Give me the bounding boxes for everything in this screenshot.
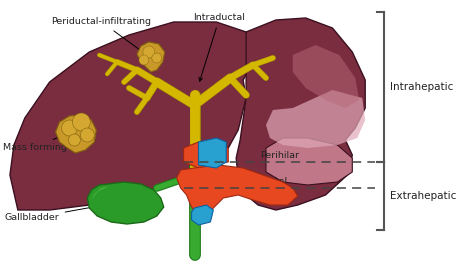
Text: Perihilar: Perihilar <box>260 151 299 160</box>
Circle shape <box>143 46 155 58</box>
Text: Periductal-infiltrating: Periductal-infiltrating <box>52 18 152 53</box>
Polygon shape <box>137 42 165 72</box>
Text: Gallbladder: Gallbladder <box>5 205 100 222</box>
Polygon shape <box>199 138 226 168</box>
Text: Extrahepatic: Extrahepatic <box>390 191 456 201</box>
Circle shape <box>152 53 162 63</box>
Polygon shape <box>91 186 109 200</box>
Polygon shape <box>10 22 256 210</box>
Circle shape <box>73 113 91 131</box>
Polygon shape <box>183 142 228 168</box>
Polygon shape <box>191 205 213 225</box>
Polygon shape <box>293 45 359 108</box>
Polygon shape <box>266 138 352 185</box>
Circle shape <box>81 128 94 142</box>
Polygon shape <box>236 18 365 210</box>
Text: Distal: Distal <box>260 177 287 186</box>
Polygon shape <box>55 115 96 153</box>
Circle shape <box>139 55 149 65</box>
Circle shape <box>62 120 77 136</box>
Polygon shape <box>87 182 164 224</box>
Circle shape <box>68 134 81 146</box>
Text: Mass forming: Mass forming <box>3 134 67 152</box>
Polygon shape <box>177 165 298 218</box>
Text: Intraductal: Intraductal <box>193 14 246 81</box>
Text: Intrahepatic: Intrahepatic <box>390 82 454 92</box>
Polygon shape <box>266 90 365 148</box>
